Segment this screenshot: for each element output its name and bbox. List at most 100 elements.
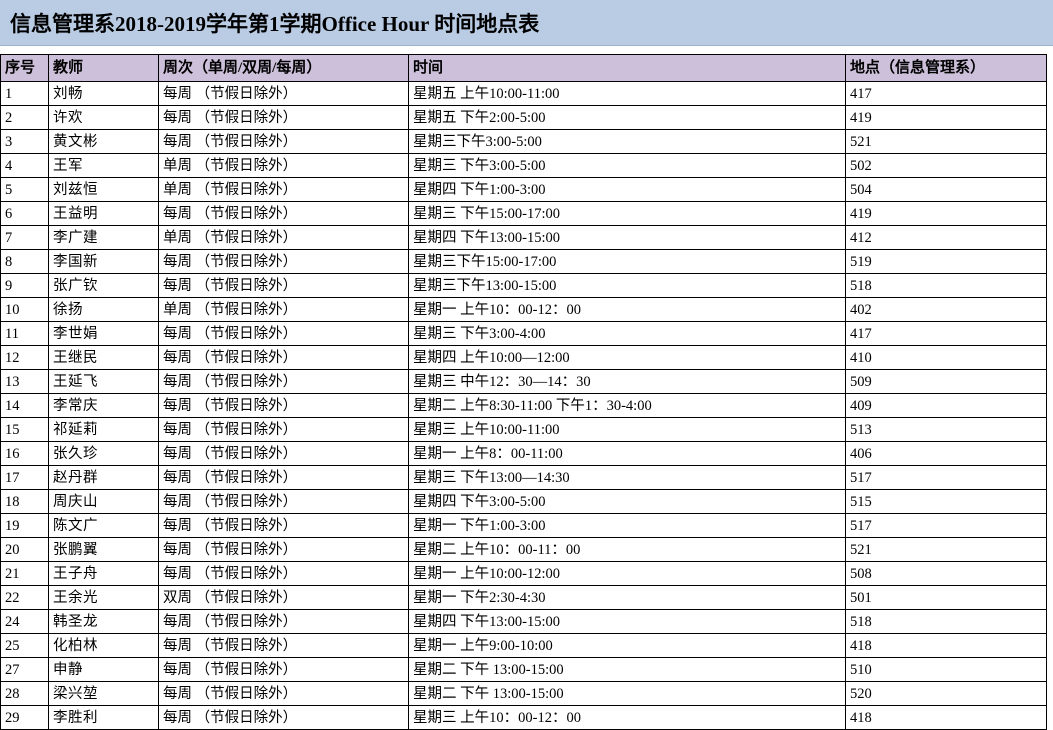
cell-teacher-name[interactable]: 许欢	[48, 105, 159, 130]
cell-sequence-number[interactable]: 18	[0, 489, 49, 514]
cell-teacher-name[interactable]: 王子舟	[48, 561, 159, 586]
cell-location[interactable]: 517	[845, 513, 1047, 538]
cell-location[interactable]: 402	[845, 297, 1047, 322]
cell-sequence-number[interactable]: 20	[0, 537, 49, 562]
cell-week-frequency[interactable]: 每周 （节假日除外）	[158, 129, 409, 154]
cell-week-frequency[interactable]: 每周 （节假日除外）	[158, 201, 409, 226]
table-row[interactable]: 2 许欢 每周 （节假日除外） 星期五 下午2:00-5:00 419	[0, 105, 1047, 130]
cell-time-slot[interactable]: 星期二 下午 13:00-15:00	[408, 681, 846, 706]
cell-time-slot[interactable]: 星期二 下午 13:00-15:00	[408, 657, 846, 682]
cell-location[interactable]: 518	[845, 609, 1047, 634]
table-row[interactable]: 3 黄文彬 每周 （节假日除外） 星期三下午3:00-5:00 521	[0, 129, 1047, 154]
cell-week-frequency[interactable]: 双周 （节假日除外）	[158, 585, 409, 610]
table-row[interactable]: 6 王益明 每周 （节假日除外） 星期三 下午15:00-17:00 419	[0, 201, 1047, 226]
column-header-no[interactable]: 序号	[0, 54, 49, 82]
cell-location[interactable]: 418	[845, 705, 1047, 730]
cell-week-frequency[interactable]: 每周 （节假日除外）	[158, 249, 409, 274]
cell-time-slot[interactable]: 星期三 下午3:00-5:00	[408, 153, 846, 178]
cell-week-frequency[interactable]: 每周 （节假日除外）	[158, 465, 409, 490]
cell-time-slot[interactable]: 星期一 下午2:30-4:30	[408, 585, 846, 610]
cell-sequence-number[interactable]: 29	[0, 705, 49, 730]
cell-time-slot[interactable]: 星期三下午15:00-17:00	[408, 249, 846, 274]
table-row[interactable]: 21 王子舟 每周 （节假日除外） 星期一 上午10:00-12:00 508	[0, 561, 1047, 586]
table-row[interactable]: 20 张鹏翼 每周 （节假日除外） 星期二 上午10：00-11：00 521	[0, 537, 1047, 562]
cell-sequence-number[interactable]: 9	[0, 273, 49, 298]
cell-location[interactable]: 501	[845, 585, 1047, 610]
cell-time-slot[interactable]: 星期三下午3:00-5:00	[408, 129, 846, 154]
cell-week-frequency[interactable]: 单周 （节假日除外）	[158, 177, 409, 202]
cell-sequence-number[interactable]: 14	[0, 393, 49, 418]
table-row[interactable]: 27 申静 每周 （节假日除外） 星期二 下午 13:00-15:00 510	[0, 657, 1047, 682]
cell-teacher-name[interactable]: 赵丹群	[48, 465, 159, 490]
cell-sequence-number[interactable]: 10	[0, 297, 49, 322]
cell-time-slot[interactable]: 星期三 下午3:00-4:00	[408, 321, 846, 346]
cell-location[interactable]: 410	[845, 345, 1047, 370]
cell-location[interactable]: 515	[845, 489, 1047, 514]
cell-teacher-name[interactable]: 王延飞	[48, 369, 159, 394]
table-row[interactable]: 10 徐扬 单周 （节假日除外） 星期一 上午10：00-12：00 402	[0, 297, 1047, 322]
cell-teacher-name[interactable]: 李广建	[48, 225, 159, 250]
cell-time-slot[interactable]: 星期四 下午1:00-3:00	[408, 177, 846, 202]
table-row[interactable]: 13 王延飞 每周 （节假日除外） 星期三 中午12：30—14：30 509	[0, 369, 1047, 394]
cell-week-frequency[interactable]: 每周 （节假日除外）	[158, 273, 409, 298]
cell-teacher-name[interactable]: 李常庆	[48, 393, 159, 418]
column-header-week[interactable]: 周次（单周/双周/每周）	[158, 54, 409, 82]
cell-sequence-number[interactable]: 6	[0, 201, 49, 226]
cell-teacher-name[interactable]: 王益明	[48, 201, 159, 226]
cell-time-slot[interactable]: 星期四 上午10:00—12:00	[408, 345, 846, 370]
table-row[interactable]: 15 祁延莉 每周 （节假日除外） 星期三 上午10:00-11:00 513	[0, 417, 1047, 442]
cell-teacher-name[interactable]: 陈文广	[48, 513, 159, 538]
cell-time-slot[interactable]: 星期一 上午10：00-12：00	[408, 297, 846, 322]
cell-location[interactable]: 412	[845, 225, 1047, 250]
cell-week-frequency[interactable]: 每周 （节假日除外）	[158, 513, 409, 538]
cell-time-slot[interactable]: 星期五 下午2:00-5:00	[408, 105, 846, 130]
cell-week-frequency[interactable]: 单周 （节假日除外）	[158, 225, 409, 250]
cell-time-slot[interactable]: 星期三 中午12：30—14：30	[408, 369, 846, 394]
cell-time-slot[interactable]: 星期四 下午13:00-15:00	[408, 609, 846, 634]
cell-week-frequency[interactable]: 每周 （节假日除外）	[158, 561, 409, 586]
cell-teacher-name[interactable]: 徐扬	[48, 297, 159, 322]
cell-location[interactable]: 521	[845, 537, 1047, 562]
cell-time-slot[interactable]: 星期一 上午9:00-10:00	[408, 633, 846, 658]
cell-week-frequency[interactable]: 每周 （节假日除外）	[158, 321, 409, 346]
cell-location[interactable]: 509	[845, 369, 1047, 394]
cell-teacher-name[interactable]: 王余光	[48, 585, 159, 610]
table-row[interactable]: 22 王余光 双周 （节假日除外） 星期一 下午2:30-4:30 501	[0, 585, 1047, 610]
cell-sequence-number[interactable]: 22	[0, 585, 49, 610]
cell-sequence-number[interactable]: 25	[0, 633, 49, 658]
cell-time-slot[interactable]: 星期五 上午10:00-11:00	[408, 81, 846, 106]
cell-location[interactable]: 504	[845, 177, 1047, 202]
cell-teacher-name[interactable]: 刘畅	[48, 81, 159, 106]
cell-week-frequency[interactable]: 每周 （节假日除外）	[158, 345, 409, 370]
cell-sequence-number[interactable]: 16	[0, 441, 49, 466]
cell-sequence-number[interactable]: 21	[0, 561, 49, 586]
cell-week-frequency[interactable]: 每周 （节假日除外）	[158, 369, 409, 394]
cell-location[interactable]: 418	[845, 633, 1047, 658]
table-row[interactable]: 1 刘畅 每周 （节假日除外） 星期五 上午10:00-11:00 417	[0, 81, 1047, 106]
cell-time-slot[interactable]: 星期二 上午8:30-11:00 下午1：30-4:00	[408, 393, 846, 418]
cell-teacher-name[interactable]: 李国新	[48, 249, 159, 274]
cell-location[interactable]: 519	[845, 249, 1047, 274]
cell-location[interactable]: 518	[845, 273, 1047, 298]
cell-location[interactable]: 502	[845, 153, 1047, 178]
cell-week-frequency[interactable]: 每周 （节假日除外）	[158, 417, 409, 442]
cell-location[interactable]: 513	[845, 417, 1047, 442]
cell-location[interactable]: 419	[845, 105, 1047, 130]
column-header-place[interactable]: 地点（信息管理系）	[845, 54, 1047, 82]
column-header-teacher[interactable]: 教师	[48, 54, 159, 82]
cell-sequence-number[interactable]: 4	[0, 153, 49, 178]
table-row[interactable]: 19 陈文广 每周 （节假日除外） 星期一 下午1:00-3:00 517	[0, 513, 1047, 538]
table-row[interactable]: 9 张广钦 每周 （节假日除外） 星期三下午13:00-15:00 518	[0, 273, 1047, 298]
cell-teacher-name[interactable]: 李胜利	[48, 705, 159, 730]
cell-sequence-number[interactable]: 28	[0, 681, 49, 706]
cell-sequence-number[interactable]: 13	[0, 369, 49, 394]
table-row[interactable]: 12 王继民 每周 （节假日除外） 星期四 上午10:00—12:00 410	[0, 345, 1047, 370]
cell-sequence-number[interactable]: 15	[0, 417, 49, 442]
cell-location[interactable]: 417	[845, 321, 1047, 346]
table-row[interactable]: 7 李广建 单周 （节假日除外） 星期四 下午13:00-15:00 412	[0, 225, 1047, 250]
cell-time-slot[interactable]: 星期四 下午3:00-5:00	[408, 489, 846, 514]
cell-teacher-name[interactable]: 王继民	[48, 345, 159, 370]
column-header-time[interactable]: 时间	[408, 54, 846, 82]
cell-sequence-number[interactable]: 2	[0, 105, 49, 130]
cell-sequence-number[interactable]: 12	[0, 345, 49, 370]
